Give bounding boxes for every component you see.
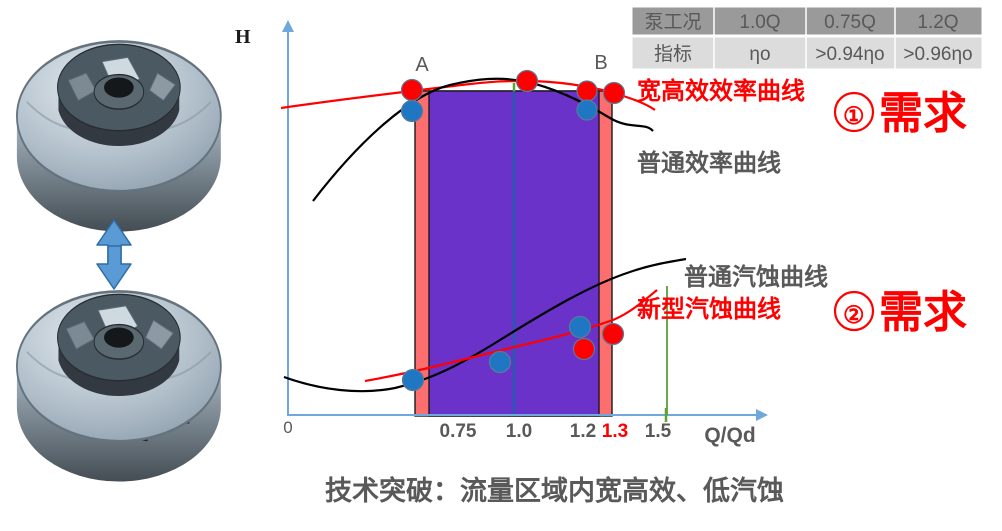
svg-text:0: 0 — [283, 418, 292, 437]
svg-text:指标: 指标 — [654, 43, 692, 65]
svg-text:0.75: 0.75 — [440, 421, 477, 442]
svg-text:1.2: 1.2 — [570, 421, 596, 442]
svg-text:1.0Q: 1.0Q — [739, 12, 780, 33]
svg-text:泵工况: 泵工况 — [644, 12, 701, 33]
svg-text:ηo: ηo — [749, 44, 770, 65]
svg-text:普通效率曲线: 普通效率曲线 — [637, 149, 781, 177]
svg-text:1.2Q: 1.2Q — [917, 12, 958, 33]
svg-text:Q/Qd: Q/Qd — [704, 424, 755, 447]
svg-text:②: ② — [843, 302, 865, 329]
svg-text:H: H — [235, 26, 251, 48]
svg-text:技术突破：流量区域内宽高效、低汽蚀: 技术突破：流量区域内宽高效、低汽蚀 — [325, 475, 784, 506]
svg-text:>0.94ηo: >0.94ηo — [815, 44, 884, 65]
svg-text:1.5: 1.5 — [645, 421, 672, 442]
svg-text:1.3: 1.3 — [602, 421, 628, 442]
svg-text:1.0: 1.0 — [506, 421, 532, 442]
svg-text:需求: 需求 — [879, 288, 967, 337]
svg-text:普通汽蚀曲线: 普通汽蚀曲线 — [684, 263, 828, 291]
svg-text:B: B — [594, 52, 607, 74]
svg-text:需求: 需求 — [879, 89, 967, 138]
svg-text:①: ① — [843, 103, 865, 130]
svg-text:0.75Q: 0.75Q — [824, 12, 876, 33]
svg-text:宽高效效率曲线: 宽高效效率曲线 — [637, 77, 805, 105]
svg-text:新型汽蚀曲线: 新型汽蚀曲线 — [637, 295, 781, 323]
svg-text:>0.96ηo: >0.96ηo — [903, 44, 972, 65]
svg-text:A: A — [415, 54, 429, 76]
